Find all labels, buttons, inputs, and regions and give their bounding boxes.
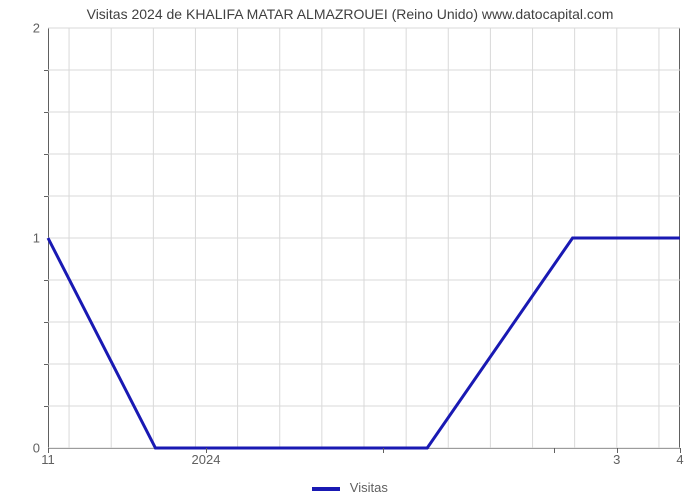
y-minor-tick — [44, 112, 48, 113]
x-tick-label: 3 — [613, 452, 620, 467]
plot-svg — [48, 28, 679, 448]
y-tick-label: 0 — [0, 441, 40, 456]
x-tick-mark — [383, 448, 384, 453]
y-minor-tick — [44, 280, 48, 281]
plot-area — [48, 28, 680, 448]
x-tick-mark — [206, 448, 207, 453]
y-minor-tick — [44, 406, 48, 407]
legend-label: Visitas — [350, 480, 388, 495]
legend: Visitas — [0, 480, 700, 495]
y-minor-tick — [44, 196, 48, 197]
y-minor-tick — [44, 322, 48, 323]
legend-swatch — [312, 487, 340, 491]
x-tick-label: 11 — [41, 452, 55, 467]
chart-container: Visitas 2024 de KHALIFA MATAR ALMAZROUEI… — [0, 0, 700, 500]
chart-title: Visitas 2024 de KHALIFA MATAR ALMAZROUEI… — [0, 6, 700, 22]
y-minor-tick — [44, 154, 48, 155]
x-tick-mark — [48, 448, 49, 453]
x-tick-mark — [617, 448, 618, 453]
x-tick-label: 2024 — [192, 452, 221, 467]
x-tick-label: 4 — [676, 452, 683, 467]
y-minor-tick — [44, 364, 48, 365]
y-minor-tick — [44, 70, 48, 71]
x-tick-mark — [554, 448, 555, 453]
y-tick-label: 1 — [0, 231, 40, 246]
y-tick-label: 2 — [0, 21, 40, 36]
x-tick-mark — [680, 448, 681, 453]
